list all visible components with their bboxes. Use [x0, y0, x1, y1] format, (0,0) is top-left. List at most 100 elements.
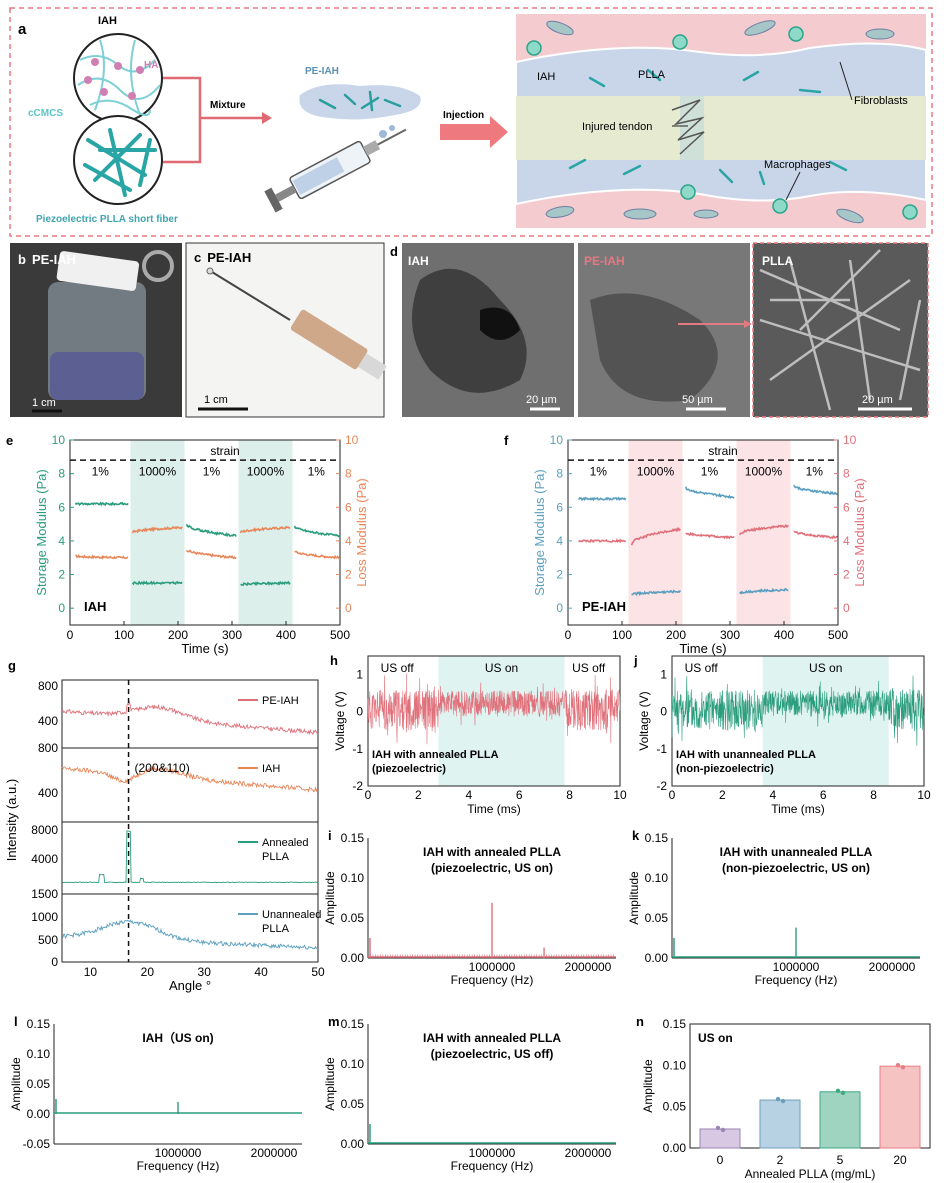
ytick-right-label-3: 6 — [345, 500, 352, 514]
sem-label-pe-iah: PE-IAH — [584, 254, 625, 268]
xtick-label-0: 0 — [365, 788, 372, 802]
scene-label-macrophages: Macrophages — [764, 159, 831, 171]
condition-label: US on — [698, 1031, 733, 1045]
ytick-label-an1: 4000 — [31, 852, 58, 866]
ytick-left-label-3: 6 — [556, 500, 563, 514]
title-line-2: (piezoelectric, US on) — [431, 861, 553, 875]
ytick-label-1: -1 — [352, 742, 363, 756]
panel-letter: m — [328, 1014, 340, 1029]
svg-text:bPE-IAH: b PE-IAH — [18, 252, 76, 267]
panel-h-voltage-chart: h US off US on US off IAH with annealed PLLA… — [330, 653, 627, 816]
series-0-segment-1 — [631, 589, 681, 597]
ytick-label-0: 0.00 — [645, 951, 669, 965]
xtick-label-1: 100 — [114, 628, 134, 642]
panel-b-title: PE-IAH — [32, 252, 76, 267]
label-us-on: US on — [485, 661, 518, 675]
ytick-label-3: 0.15 — [341, 831, 365, 845]
voltage-trace — [367, 673, 621, 745]
xtick-label-4: 400 — [774, 628, 794, 642]
panel-b: b PE-IAH 1 cm — [10, 243, 182, 417]
ytick-label-pe0: 800 — [38, 679, 58, 693]
ytick-label-2: 0 — [660, 705, 667, 719]
label-us-off-1: US off — [685, 661, 719, 675]
series-0-segment-2 — [185, 523, 237, 538]
xtick-label-4: 8 — [566, 788, 573, 802]
ytick-label-2: 0.10 — [645, 871, 669, 885]
ytick-label-un1: 500 — [38, 933, 58, 947]
x-axis-label: Angle ° — [169, 978, 211, 993]
ytick-label-3: 0.15 — [645, 831, 669, 845]
ytick-left-label-1: 2 — [58, 568, 65, 582]
sem-label-plla: PLLA — [762, 254, 794, 268]
ytick-label-3: 0.15 — [663, 1017, 687, 1031]
ytick-right-label-2: 4 — [843, 534, 850, 548]
series-1-segment-3 — [739, 523, 789, 536]
ytick-right-label-4: 8 — [843, 467, 850, 481]
ytick-right-label-0: 0 — [345, 601, 352, 615]
segment-label-3: 1000% — [745, 464, 783, 478]
y-axis-label: Voltage (V) — [637, 691, 651, 750]
ytick-left-label-3: 6 — [58, 500, 65, 514]
segment-label-4: 1% — [806, 464, 824, 478]
series-1-segment-0 — [578, 538, 626, 544]
strain-label: strain — [708, 444, 737, 458]
ytick-label-3: 1 — [660, 668, 667, 682]
mixture-arrow-icon — [262, 112, 272, 124]
series-0-segment-1 — [131, 580, 183, 586]
ytick-right-label-4: 8 — [345, 467, 352, 481]
xtick-label-5: 10 — [917, 788, 931, 802]
voltage-trace — [671, 675, 925, 746]
xtick-label-0: 0 — [67, 628, 74, 642]
plot-frame — [367, 655, 621, 787]
segment-label-1: 1000% — [139, 464, 177, 478]
x-axis-label: Frequency (Hz) — [451, 973, 534, 987]
y-axis-label: Intensity (a.u.) — [4, 779, 19, 861]
scene-label-fibroblasts: Fibroblasts — [854, 95, 908, 107]
panel-c: c PE-IAH 1 cm — [185, 242, 387, 418]
legend-label2-3: PLLA — [262, 923, 290, 935]
note-line-1: IAH with unannealed PLLA — [676, 749, 816, 761]
panel-letter: l — [14, 1014, 18, 1029]
injection-arrow-icon — [440, 116, 508, 148]
xtick-label-3: 6 — [820, 788, 827, 802]
series-0-segment-4 — [793, 484, 838, 496]
xtick-label-1: 2000000 — [869, 960, 916, 974]
panel-letter: i — [328, 828, 332, 843]
xtick-label-3: 300 — [720, 628, 740, 642]
bar-point-1-b — [780, 1098, 786, 1104]
ytick-label-iah0: 400 — [38, 786, 58, 800]
bar-3 — [879, 1065, 921, 1149]
segment-label-2: 1% — [701, 464, 719, 478]
pe-iah-gel-icon — [299, 84, 421, 120]
ytick-label-1: 0.05 — [663, 1100, 687, 1114]
segment-label-4: 1% — [308, 464, 326, 478]
bar-point-2-a — [835, 1088, 841, 1093]
bar-point-2-b — [840, 1090, 846, 1095]
xtick-label-4: 400 — [276, 628, 296, 642]
bar-point-0-b — [720, 1127, 726, 1133]
ytick-label-pe1: 400 — [38, 714, 58, 728]
y-axis-label-right: Loss Modulus (Pa) — [354, 478, 369, 586]
label-injection: Injection — [443, 110, 484, 121]
xtick-label-3: 40 — [254, 965, 268, 979]
legend-label2-2: PLLA — [262, 851, 290, 863]
panel-m-spectrum-chart: m IAH with annealed PLLA (piezoelectric, U… — [323, 1014, 616, 1173]
panel-letter: e — [6, 433, 13, 448]
ytick-right-label-5: 10 — [345, 433, 359, 447]
scale-label-c: 1 cm — [204, 394, 228, 406]
bar-point-1-a — [775, 1096, 781, 1102]
ytick-label-0: -0.05 — [23, 1137, 51, 1151]
x-axis-label: Frequency (Hz) — [137, 1159, 220, 1173]
title-line-1: IAH with unannealed PLLA — [720, 845, 873, 859]
panel-letter-b: b — [18, 252, 26, 267]
svg-text:cPE-IAH: c PE-IAH — [194, 250, 251, 265]
series-0-segment-0 — [578, 496, 627, 502]
x-axis-label: Frequency (Hz) — [451, 1159, 534, 1173]
scene-label-plla: PLLA — [638, 69, 666, 81]
ytick-label-0: 0.00 — [341, 951, 365, 965]
ytick-label-3: 1 — [356, 668, 363, 682]
ytick-label-1: 0.05 — [645, 911, 669, 925]
fibroblasts-pointer — [839, 61, 853, 101]
ytick-label-3: 0.15 — [341, 1017, 365, 1031]
series-1-segment-1 — [630, 526, 681, 546]
